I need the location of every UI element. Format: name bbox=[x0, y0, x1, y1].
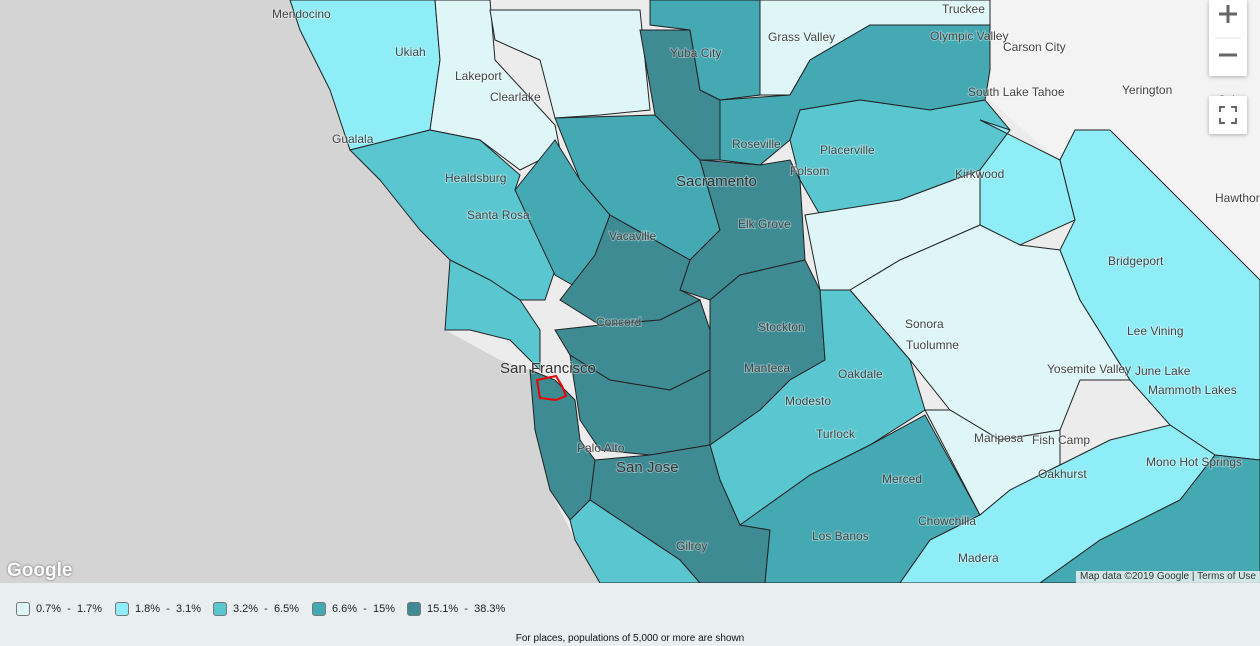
plus-icon bbox=[1219, 5, 1237, 23]
place-label: June Lake bbox=[1135, 364, 1191, 378]
place-label: Gilroy bbox=[676, 539, 707, 553]
place-label: Oakhurst bbox=[1038, 467, 1087, 481]
place-label: Oakdale bbox=[838, 367, 883, 381]
place-label: Mendocino bbox=[272, 7, 331, 21]
place-label: Hawthorn bbox=[1215, 191, 1260, 205]
place-label: Clearlake bbox=[490, 90, 541, 104]
place-label: Concord bbox=[596, 315, 641, 329]
place-label: Yosemite Valley bbox=[1047, 362, 1131, 376]
map-data: Map data ©2019 Google bbox=[1079, 571, 1190, 582]
zoom-icons bbox=[1209, 5, 1247, 76]
place-label: Truckee bbox=[942, 2, 985, 16]
place-label: Ukiah bbox=[395, 45, 426, 59]
place-label: Santa Rosa bbox=[467, 208, 530, 222]
legend-label: 3.2% - 6.5% bbox=[233, 603, 300, 615]
legend-note: For places, populations of 5,000 or more… bbox=[515, 633, 745, 644]
labels: Mendocino Ukiah Lakeport Clearlake Gualala Yu… bbox=[271, 0, 1260, 566]
place-label: Modesto bbox=[785, 394, 831, 408]
place-label: Lee Vining bbox=[1127, 324, 1184, 338]
legend-label: 0.7% - 1.7% bbox=[36, 603, 103, 615]
place-label: Merced bbox=[882, 472, 922, 486]
place-label: San Francisco bbox=[500, 360, 596, 377]
place-label: South Lake Tahoe bbox=[968, 85, 1065, 99]
place-label: Madera bbox=[958, 551, 999, 565]
place-label: Healdsburg bbox=[445, 171, 506, 185]
legend-item: 3.2% - 6.5% bbox=[213, 602, 299, 616]
place-label: Manteca bbox=[744, 361, 790, 375]
legend-swatch bbox=[312, 602, 326, 616]
place-label: Kirkwood bbox=[955, 167, 1004, 181]
legend-label: 15.1% - 38.3% bbox=[427, 603, 506, 615]
place-label: Bridgeport bbox=[1108, 254, 1164, 268]
county[interactable] bbox=[569, 499, 701, 583]
place-label: Gualala bbox=[332, 132, 374, 146]
legend-label: 1.8% - 3.1% bbox=[135, 603, 202, 615]
county[interactable] bbox=[489, 9, 651, 119]
zoom-out[interactable] bbox=[1209, 38, 1247, 76]
place-label: Stockton bbox=[758, 320, 805, 334]
legend: For places, populations of 5,000 or more… bbox=[0, 583, 1260, 646]
place-label: Fish Camp bbox=[1032, 433, 1090, 447]
place-label: Mariposa bbox=[974, 431, 1024, 445]
place-label: Vacaville bbox=[609, 229, 656, 243]
place-label: Elk Grove bbox=[738, 217, 791, 231]
place-label: Sonora bbox=[905, 317, 944, 331]
google-logo: Google bbox=[7, 560, 73, 581]
place-label: Folsom bbox=[790, 164, 829, 178]
place-label: Sacramento bbox=[676, 173, 757, 190]
legend-swatch bbox=[213, 602, 227, 616]
place-label: Turlock bbox=[816, 427, 856, 441]
fullscreen-icon bbox=[1219, 106, 1237, 124]
place-label: Chowchilla bbox=[918, 514, 976, 528]
place-label: Roseville bbox=[732, 137, 781, 151]
place-label: Tuolumne bbox=[906, 338, 959, 352]
place-label: Lakeport bbox=[455, 69, 502, 83]
county[interactable] bbox=[349, 129, 556, 301]
place-label: San Jose bbox=[616, 459, 679, 476]
county[interactable] bbox=[1039, 454, 1260, 583]
legend-swatch bbox=[16, 602, 30, 616]
place-label: Mono Hot Springs bbox=[1146, 455, 1242, 469]
place-label: Carson City bbox=[1003, 40, 1066, 54]
legend-swatch bbox=[407, 602, 421, 616]
place-label: Palo Alto bbox=[577, 441, 625, 455]
legend-item: 1.8% - 3.1% bbox=[115, 602, 201, 616]
zoom-controls bbox=[1209, 0, 1247, 76]
selected-place[interactable] bbox=[535, 374, 568, 402]
legend-label: 6.6% - 15% bbox=[332, 603, 395, 615]
place-label: Mammoth Lakes bbox=[1148, 383, 1237, 397]
legend-item: 15.1% - 38.3% bbox=[407, 602, 505, 616]
map[interactable]: Mendocino Ukiah Lakeport Clearlake Gualala Yu… bbox=[0, 0, 1260, 583]
terms-link[interactable]: Terms of Use bbox=[1197, 571, 1256, 582]
place-label: Grass Valley bbox=[768, 30, 835, 44]
place-label: Yerington bbox=[1122, 83, 1172, 97]
legend-item: 0.7% - 1.7% bbox=[16, 602, 102, 616]
place-label: Olympic Valley bbox=[930, 29, 1008, 43]
legend-swatch bbox=[115, 602, 129, 616]
fullscreen-button[interactable] bbox=[1209, 96, 1247, 134]
place-label: Placerville bbox=[820, 143, 875, 157]
counties bbox=[289, 0, 1260, 583]
attribution: Map data ©2019 Google | Terms of Use bbox=[1075, 571, 1260, 583]
place-label: Yuba City bbox=[670, 46, 721, 60]
county[interactable] bbox=[444, 259, 541, 372]
place-label: Los Banos bbox=[812, 529, 869, 543]
legend-item: 6.6% - 15% bbox=[312, 602, 395, 616]
